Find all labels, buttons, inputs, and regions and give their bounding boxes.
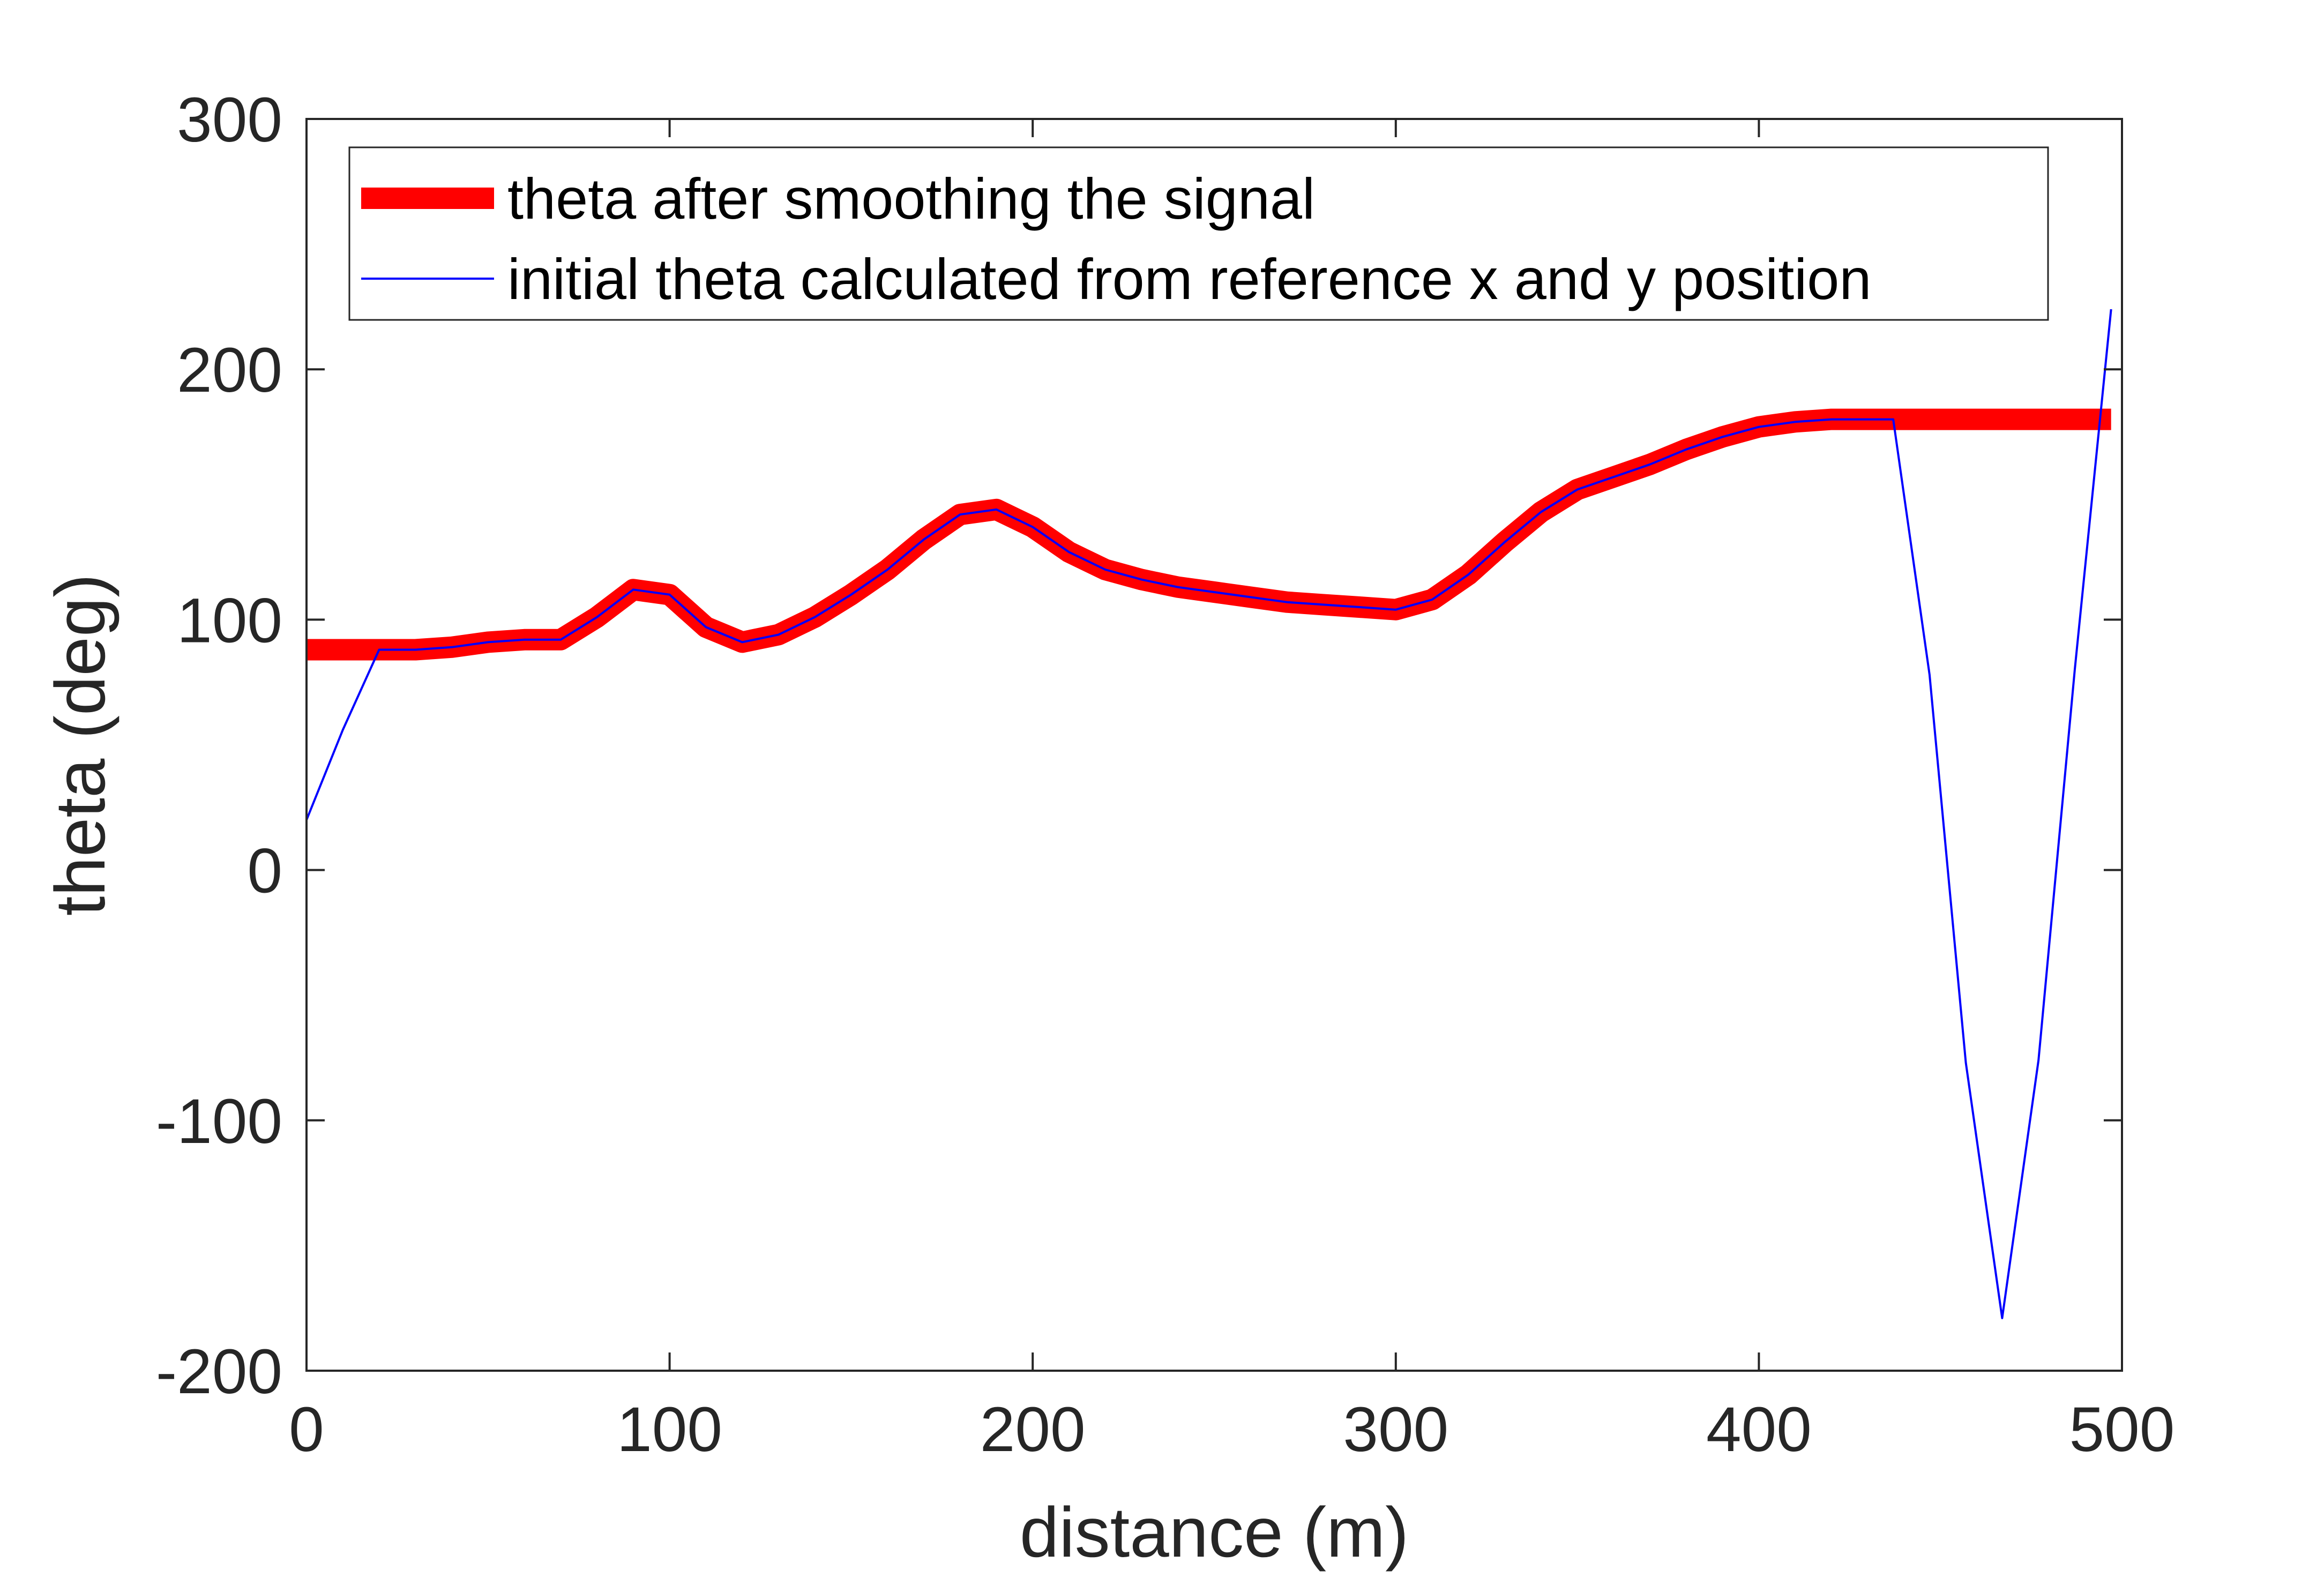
y-tick-label: 0 [247,836,282,907]
y-tick-label: -100 [156,1086,282,1157]
x-tick-label: 100 [617,1394,722,1465]
legend-label-1: theta after smoothing the signal [507,166,1315,231]
legend: theta after smoothing the signal initial … [349,147,2048,320]
x-tick-label: 0 [289,1394,324,1465]
y-tick-label: 100 [177,585,282,656]
x-tick-label: 300 [1343,1394,1448,1465]
x-axis-label: distance (m) [1020,1493,1409,1572]
chart: 0 100 200 300 400 500 -200 -100 0 100 200 300 distan… [0,0,2324,1574]
x-tick-label: 400 [1706,1394,1812,1465]
y-tick-label: 300 [177,85,282,155]
x-tick-label: 200 [980,1394,1086,1465]
legend-label-2: initial theta calculated from reference … [507,246,1871,311]
y-tick-label: -200 [156,1336,282,1407]
y-axis-label: theta (deg) [41,574,119,916]
y-tick-label: 200 [177,335,282,406]
line-chart: 0 100 200 300 400 500 -200 -100 0 100 200 300 distan… [0,0,2324,1574]
x-tick-label: 500 [2069,1394,2175,1465]
